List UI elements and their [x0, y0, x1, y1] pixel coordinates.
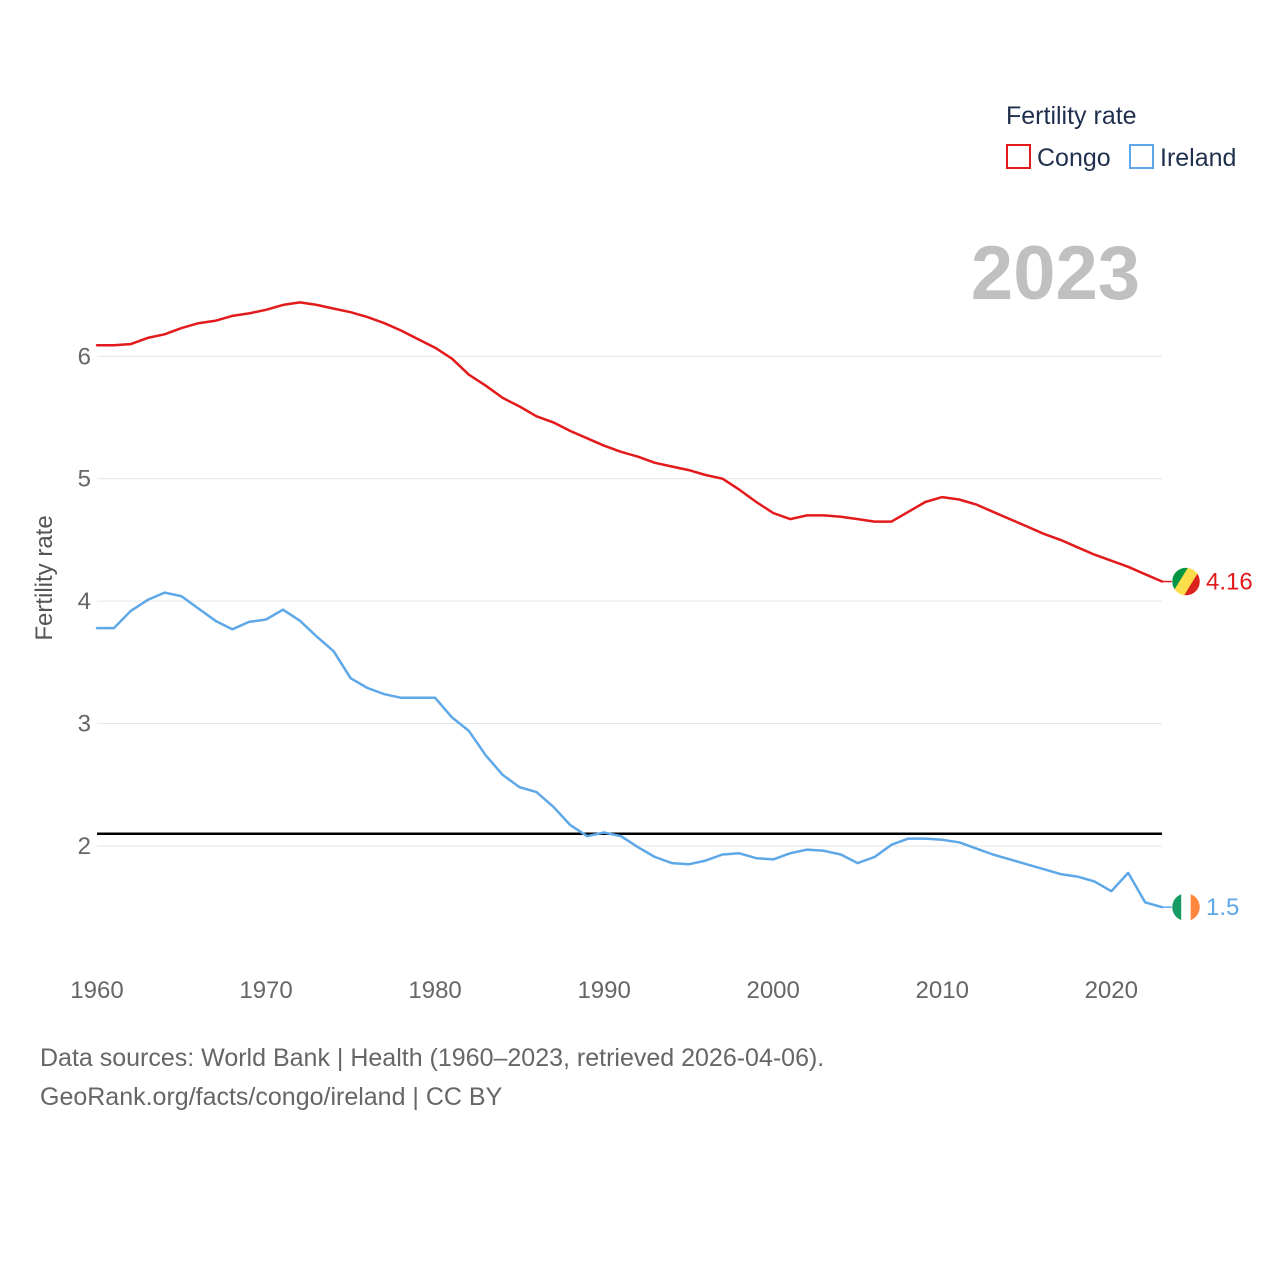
legend-label-congo: Congo: [1037, 144, 1111, 172]
series-line-ireland[interactable]: [95, 591, 1164, 909]
footer-source: Data sources: World Bank | Health (1960–…: [40, 1044, 825, 1072]
y-tick-label-3: 3: [78, 711, 91, 738]
x-tick-label-2020: 2020: [1085, 977, 1138, 1004]
series-line-congo[interactable]: [95, 301, 1164, 583]
y-axis-title: Fertility rate: [31, 515, 58, 640]
legend-item-ireland[interactable]: Ireland: [1129, 144, 1236, 172]
y-tick-label-2: 2: [78, 833, 91, 860]
y-tick-label-6: 6: [78, 343, 91, 370]
x-tick-label-1960: 1960: [70, 977, 123, 1004]
legend-label-ireland: Ireland: [1160, 144, 1236, 172]
ireland-flag-icon: [1172, 893, 1200, 922]
year-label: 2023: [971, 231, 1140, 316]
legend-swatch-congo: [1006, 144, 1031, 169]
end-markers: 4.16 1.5: [1162, 567, 1253, 922]
end-value-label-congo: 4.16: [1206, 569, 1253, 596]
legend-title: Fertility rate: [1006, 102, 1137, 130]
gridlines: [97, 355, 1162, 847]
x-tick-label-1990: 1990: [577, 977, 630, 1004]
y-tick-label-4: 4: [78, 588, 91, 615]
congo-flag-icon: [1172, 567, 1200, 596]
x-tick-label-1980: 1980: [408, 977, 461, 1004]
end-value-label-ireland: 1.5: [1206, 894, 1239, 921]
x-axis-ticks: 1960 1970 1980 1990 2000 2010 2020: [70, 977, 1138, 1004]
x-tick-label-2010: 2010: [916, 977, 969, 1004]
y-axis-ticks: 2 3 4 5 6: [78, 343, 91, 860]
legend: Fertility rate Congo Ireland: [1006, 102, 1236, 172]
y-tick-label-5: 5: [78, 466, 91, 493]
x-tick-label-1970: 1970: [239, 977, 292, 1004]
legend-swatch-ireland: [1129, 144, 1154, 169]
legend-item-congo[interactable]: Congo: [1006, 144, 1111, 172]
x-tick-label-2000: 2000: [746, 977, 799, 1004]
footer-attribution[interactable]: GeoRank.org/facts/congo/ireland | CC BY: [40, 1083, 503, 1111]
series-lines: [95, 301, 1164, 909]
